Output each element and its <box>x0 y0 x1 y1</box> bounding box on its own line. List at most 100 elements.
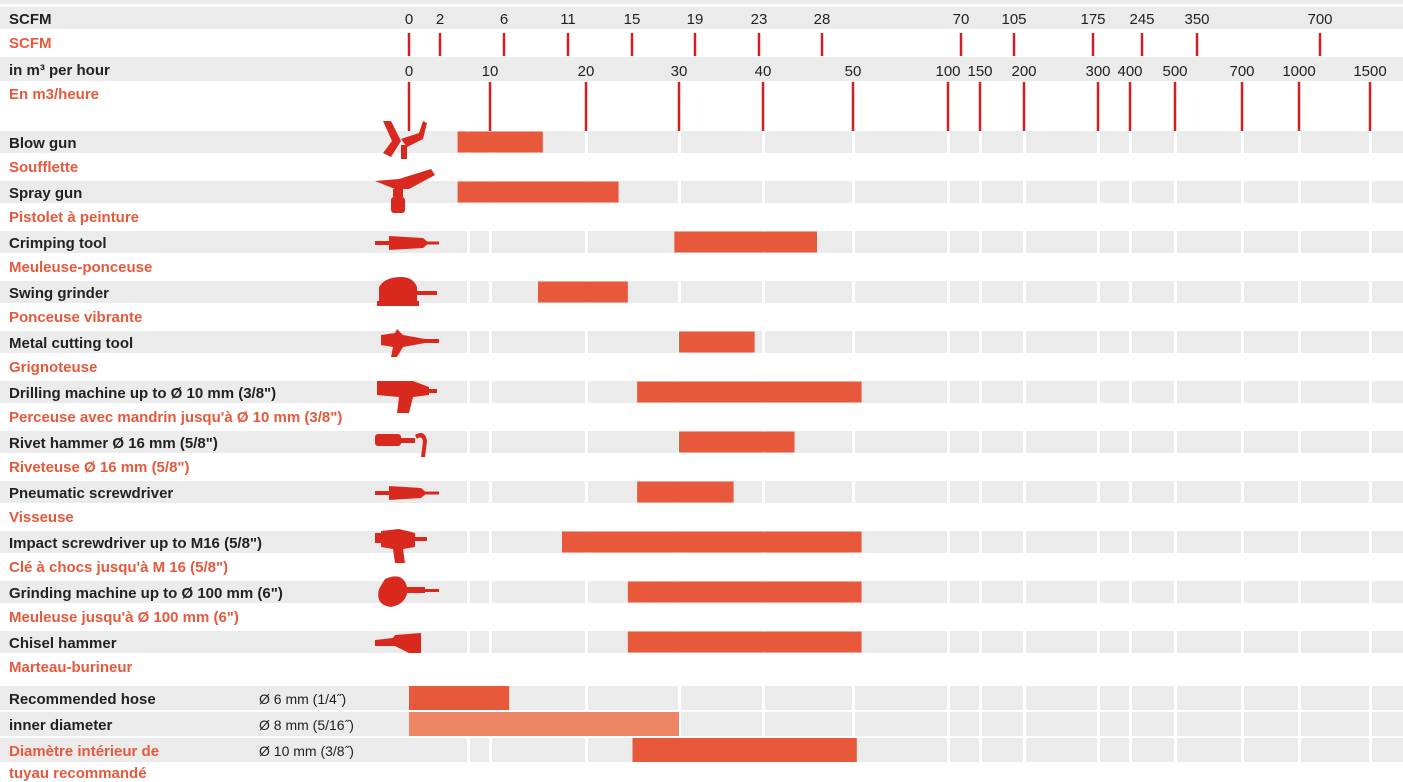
grid-gap <box>1129 712 1132 736</box>
grid-gap <box>1129 581 1132 603</box>
tool-name-fr: Soufflette <box>9 159 78 176</box>
chisel-hammer-icon <box>375 633 421 653</box>
drilling-machine-icon-part <box>429 389 437 393</box>
grid-gap <box>762 331 765 353</box>
grinding-machine-icon-part <box>378 576 408 607</box>
metal-cutting-tool-icon <box>381 329 439 357</box>
grid-gap <box>852 231 855 253</box>
grid-gap <box>1369 381 1372 403</box>
grid-gap <box>1241 231 1244 253</box>
grid-gap <box>1129 481 1132 503</box>
grid-gap <box>1369 131 1372 153</box>
grid-gap <box>585 431 588 453</box>
grid-gap <box>947 712 950 736</box>
grid-gap <box>467 281 470 303</box>
grid-gap <box>947 738 950 762</box>
grid-gap <box>1241 631 1244 653</box>
m3-tick-label: 100 <box>935 63 960 80</box>
grid-gap <box>1129 381 1132 403</box>
grid-gap <box>852 131 855 153</box>
blow-gun-icon-part <box>383 121 401 157</box>
grid-gap <box>1298 531 1301 553</box>
tool-name-fr: Ponceuse vibrante <box>9 309 142 326</box>
grid-gap <box>467 331 470 353</box>
grid-gap <box>489 531 492 553</box>
grid-gap <box>1369 531 1372 553</box>
grid-gap <box>762 712 765 736</box>
grid-gap <box>585 331 588 353</box>
tool-name-en: Spray gun <box>9 185 82 202</box>
grid-gap <box>1174 712 1177 736</box>
tool-name-fr: Visseuse <box>9 509 74 526</box>
hose-bar <box>409 712 679 736</box>
pneumatic-screwdriver-icon-part <box>389 486 427 500</box>
hose-bar <box>632 738 857 762</box>
grid-gap <box>1023 581 1026 603</box>
grid-gap <box>467 231 470 253</box>
grid-gap <box>1298 381 1301 403</box>
tool-name-en: Chisel hammer <box>9 635 117 652</box>
scfm-tick-label: 2 <box>436 11 444 28</box>
tool-name-en: Crimping tool <box>9 235 107 252</box>
grid-gap <box>585 581 588 603</box>
grid-gap <box>852 281 855 303</box>
hose-label-fr-2: tuyau recommandé <box>9 765 147 782</box>
grid-gap <box>1369 331 1372 353</box>
grid-gap <box>1023 531 1026 553</box>
grid-gap <box>1023 381 1026 403</box>
grid-gap <box>979 431 982 453</box>
impact-screwdriver-icon-part <box>381 529 415 563</box>
grid-gap <box>979 181 982 203</box>
grid-gap <box>1129 738 1132 762</box>
grid-gap <box>678 281 681 303</box>
grid-gap <box>1129 431 1132 453</box>
grid-gap <box>585 686 588 710</box>
grid-gap <box>489 331 492 353</box>
grid-gap <box>467 738 470 762</box>
grid-gap <box>1241 531 1244 553</box>
grid-gap <box>947 531 950 553</box>
grid-gap <box>1241 481 1244 503</box>
grid-gap <box>1023 181 1026 203</box>
grid-gap <box>467 381 470 403</box>
grid-gap <box>585 738 588 762</box>
scfm-tick-label: 70 <box>953 11 970 28</box>
tool-name-en: Grinding machine up to Ø 100 mm (6") <box>9 585 283 602</box>
tool-name-fr: Clé à chocs jusqu'à M 16 (5/8") <box>9 559 228 576</box>
chisel-hammer-icon-part <box>375 633 421 653</box>
m3-tick-label: 300 <box>1085 63 1110 80</box>
hose-bar <box>409 686 510 710</box>
grid-gap <box>467 481 470 503</box>
grid-gap <box>1097 631 1100 653</box>
grid-gap <box>852 431 855 453</box>
grid-gap <box>1241 581 1244 603</box>
grid-gap <box>979 331 982 353</box>
rivet-hammer-icon-part <box>375 434 401 446</box>
grid-gap <box>1023 738 1026 762</box>
grid-gap <box>1097 231 1100 253</box>
consumption-bar <box>457 181 619 203</box>
m3-tick-label: 10 <box>482 63 499 80</box>
top-cropped-band <box>0 0 1403 4</box>
grid-gap <box>947 631 950 653</box>
pneumatic-screwdriver-icon-part <box>425 491 439 495</box>
grid-gap <box>979 581 982 603</box>
tool-name-en: Rivet hammer Ø 16 mm (5/8") <box>9 435 218 452</box>
hose-label-fr-1: Diamètre intérieur de <box>9 743 159 760</box>
tool-name-fr: Perceuse avec mandrin jusqu'à Ø 10 mm (3… <box>9 409 342 426</box>
grid-gap <box>1129 631 1132 653</box>
drilling-machine-icon-part <box>377 381 429 413</box>
grid-gap <box>1174 531 1177 553</box>
m3-tick-label: 400 <box>1117 63 1142 80</box>
m3-tick-label: 20 <box>578 63 595 80</box>
grid-gap <box>1097 712 1100 736</box>
grid-gap <box>1369 481 1372 503</box>
grid-gap <box>1369 686 1372 710</box>
grid-gap <box>1174 481 1177 503</box>
m3-label-en: in m³ per hour <box>9 62 110 79</box>
grid-gap <box>1023 631 1026 653</box>
grid-gap <box>1097 431 1100 453</box>
grid-gap <box>489 281 492 303</box>
swing-grinder-icon <box>377 277 437 306</box>
grid-gap <box>979 686 982 710</box>
